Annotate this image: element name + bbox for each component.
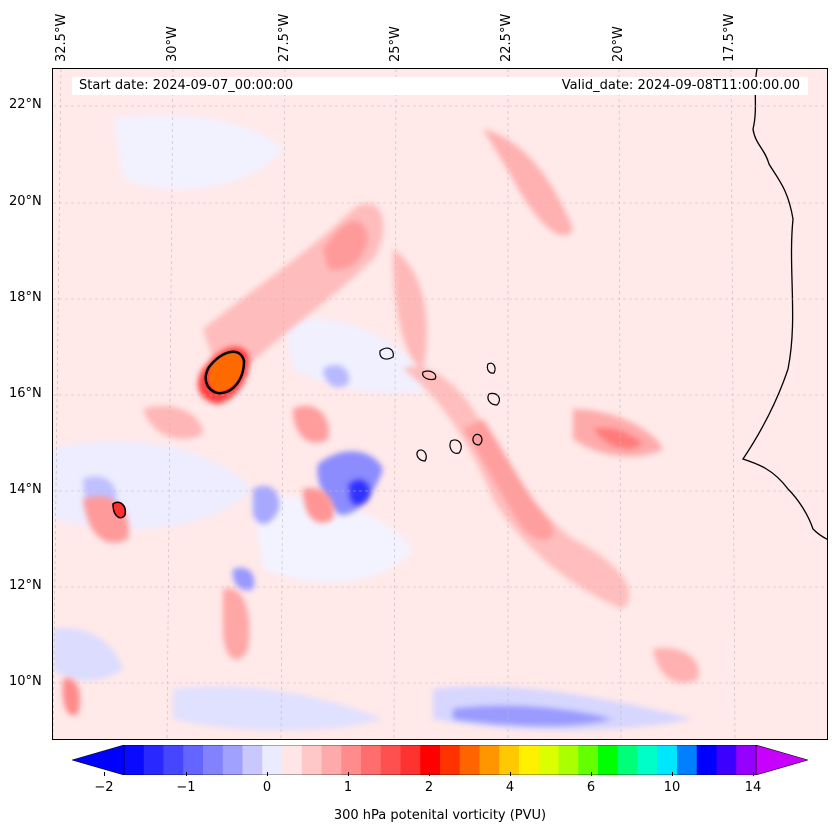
lat-label: 16°N: [9, 386, 42, 401]
colorbar-tickmark: [104, 772, 105, 776]
positive-pv-bands: [62, 129, 699, 716]
colorbar-tick-label: 10: [663, 780, 681, 795]
lat-label: 20°N: [9, 194, 42, 209]
colorbar-tickmark: [267, 772, 268, 776]
colorbar-segment: [163, 745, 184, 775]
colorbar-segment: [617, 745, 638, 775]
colorbar-segment: [400, 745, 421, 775]
colorbar-segment: [558, 745, 579, 775]
start-date-label: Start date: 2024-09-07_00:00:00: [79, 78, 294, 93]
colorbar-segment: [519, 745, 540, 775]
colorbar-segment: [380, 745, 401, 775]
colorbar-segment: [499, 745, 520, 775]
colorbar-segment: [637, 745, 658, 775]
colorbar-extend-low: [70, 744, 125, 776]
lat-label: 12°N: [9, 578, 42, 593]
lat-label: 18°N: [9, 290, 42, 305]
colorbar-tickmark: [510, 772, 511, 776]
lon-label: 27.5°W: [277, 13, 292, 62]
lon-label: 17.5°W: [722, 13, 737, 62]
colorbar-segment: [282, 745, 303, 775]
colorbar-segment: [222, 745, 243, 775]
west-africa-coastline: [741, 69, 827, 540]
colorbar-segment: [677, 745, 698, 775]
colorbar-segment: [203, 745, 224, 775]
colorbar-segment: [183, 745, 204, 775]
colorbar-segment: [420, 745, 441, 775]
lat-label: 10°N: [9, 674, 42, 689]
map-panel: [52, 68, 828, 740]
colorbar-segment: [321, 745, 342, 775]
colorbar-tick-label: −2: [94, 780, 114, 795]
colorbar-tickmark: [429, 772, 430, 776]
colorbar-segment: [301, 745, 322, 775]
colorbar-tick-label: 2: [424, 780, 434, 795]
colorbar-segment: [242, 745, 263, 775]
colorbar-tickmark: [672, 772, 673, 776]
lon-label: 20°W: [611, 26, 626, 62]
lat-label: 22°N: [9, 97, 42, 112]
pv-maximum: [112, 346, 249, 519]
graticule: [53, 69, 827, 739]
lat-label: 14°N: [9, 482, 42, 497]
date-header-background: [72, 77, 808, 95]
colorbar-segment: [736, 745, 757, 775]
colorbar-segment: [124, 745, 145, 775]
colorbar-segment: [440, 745, 461, 775]
colorbar-tick-label: 0: [262, 780, 272, 795]
colorbar-tickmark: [753, 772, 754, 776]
colorbar-segment: [578, 745, 599, 775]
valid-date-label: Valid_date: 2024-09-08T11:00:00.00: [561, 78, 800, 93]
colorbar-tickmark: [591, 772, 592, 776]
colorbar-segment: [696, 745, 717, 775]
colorbar-segment: [716, 745, 737, 775]
colorbar: [70, 744, 810, 776]
colorbar-segment: [598, 745, 619, 775]
colorbar-graphic: [70, 744, 810, 776]
colorbar-segment: [361, 745, 382, 775]
colorbar-segment: [538, 745, 559, 775]
colorbar-segment: [657, 745, 678, 775]
colorbar-segment: [479, 745, 500, 775]
lon-label: 25°W: [388, 26, 403, 62]
lon-label: 30°W: [165, 26, 180, 62]
colorbar-extend-high: [755, 744, 810, 776]
colorbar-tick-label: 1: [343, 780, 353, 795]
colorbar-tickmark: [348, 772, 349, 776]
colorbar-title: 300 hPa potenital vorticity (PVU): [333, 808, 547, 823]
colorbar-tick-label: 4: [505, 780, 515, 795]
colorbar-segment: [459, 745, 480, 775]
pv-field: [53, 69, 827, 739]
lon-label: 22.5°W: [499, 13, 514, 62]
colorbar-tickmark: [186, 772, 187, 776]
colorbar-tick-label: 6: [586, 780, 596, 795]
colorbar-segment: [143, 745, 164, 775]
colorbar-tick-label: 14: [744, 780, 762, 795]
colorbar-segment: [341, 745, 362, 775]
cape-verde-islands: [379, 347, 501, 462]
lon-label: 32.5°W: [54, 13, 69, 62]
colorbar-tick-label: −1: [176, 780, 196, 795]
colorbar-segment: [262, 745, 283, 775]
